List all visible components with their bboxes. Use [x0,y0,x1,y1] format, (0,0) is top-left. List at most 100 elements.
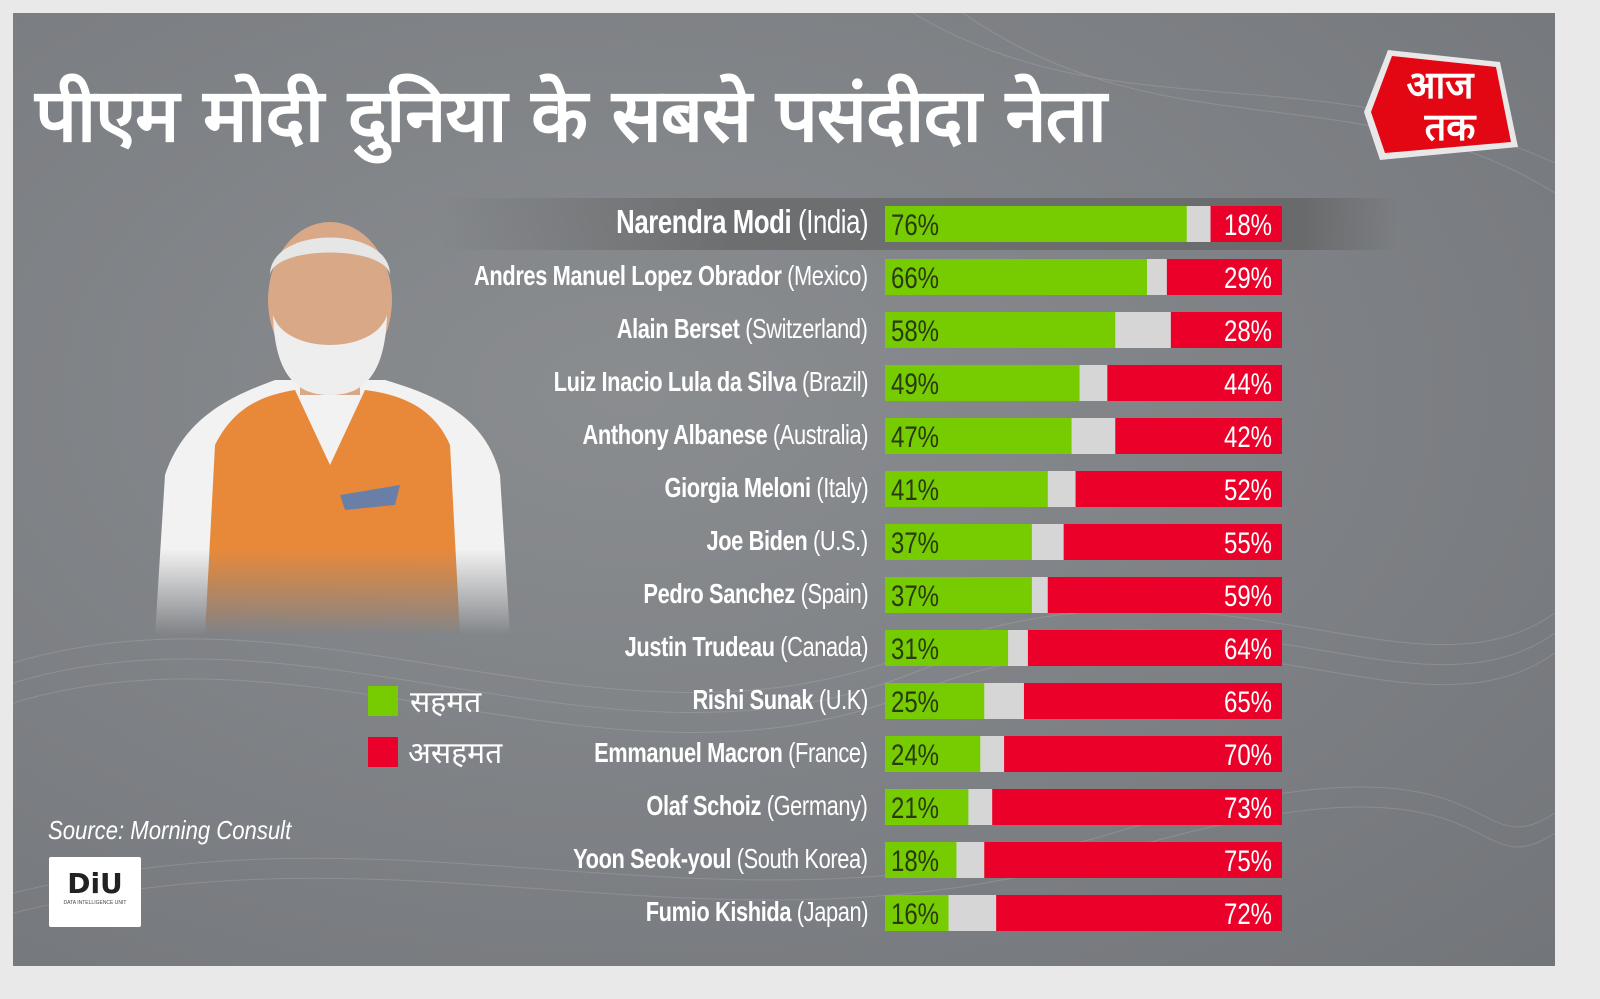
leader-name-text: Luiz Inacio Lula da Silva [553,366,802,397]
label-disagree: 59% [1224,578,1272,612]
leader-name-text: Giorgia Meloni [664,472,817,503]
logo-text-aaj: आज [1406,63,1475,107]
bar-agree [885,206,1187,242]
label-agree: 66% [891,260,939,294]
bar-disagree [1115,418,1282,454]
leader-name-text: Yoon Seok-youl [573,843,738,874]
bar-agree [885,842,957,878]
label-agree: 18% [891,843,939,877]
label-disagree: 64% [1224,631,1272,665]
bar-disagree [1210,206,1282,242]
leader-name: Rishi Sunak (U.K) [692,684,869,716]
legend-label-agree: सहमत [410,685,482,720]
bar-agree [885,418,1072,454]
leader-name: Pedro Sanchez (Spain) [643,578,868,610]
bar-agree [885,577,1032,613]
leader-country: (Spain) [800,578,868,609]
leader-name-text: Fumio Kishida [645,896,797,927]
bar-agree [885,259,1148,295]
label-disagree: 42% [1224,419,1272,453]
bar-disagree [1107,365,1282,401]
label-disagree: 52% [1224,472,1272,506]
leader-name: Justin Trudeau (Canada) [624,631,869,663]
leader-country: (Australia) [772,419,869,450]
leader-country: (Germany) [767,790,868,821]
aajtak-logo: आज तक [1364,50,1518,160]
leader-name: Anthony Albanese (Australia) [582,419,868,451]
bar-disagree [984,842,1282,878]
bar-agree [885,630,1009,666]
leader-country: (South Korea) [737,843,868,874]
leader-country: (France) [788,737,869,768]
label-disagree: 65% [1224,684,1272,718]
leader-name: Olaf Schoiz (Germany) [646,790,869,822]
leader-name-text: Emmanuel Macron [594,737,789,768]
bar-agree [885,365,1080,401]
leader-name: Giorgia Meloni (Italy) [664,472,868,504]
label-agree: 76% [891,207,939,241]
leader-country: (U.S.) [813,525,868,556]
label-disagree: 29% [1224,260,1272,294]
bar-agree [885,312,1116,348]
source-note: Source: Morning Consult [48,815,292,845]
leader-name: Narendra Modi (India) [615,203,869,241]
leader-name: Andres Manuel Lopez Obrador (Mexico) [474,260,868,292]
label-agree: 24% [891,737,939,771]
leader-country: (Switzerland) [745,313,869,344]
bar-disagree [1004,736,1282,772]
leader-name-text: Olaf Schoiz [646,790,768,821]
label-agree: 37% [891,525,939,559]
leader-name: Alain Berset (Switzerland) [617,313,868,345]
bar-disagree [1075,471,1282,507]
label-agree: 41% [891,472,939,506]
label-agree: 37% [891,578,939,612]
leader-name: Yoon Seok-youl (South Korea) [573,843,868,875]
label-agree: 21% [891,790,939,824]
leader-name-text: Rishi Sunak [692,684,819,715]
bar-disagree [1047,577,1282,613]
bar-agree [885,736,981,772]
leader-country: (U.K) [818,684,868,715]
label-disagree: 18% [1224,207,1272,241]
bar-agree [885,471,1048,507]
logo-text-tak: तक [1424,105,1478,149]
bar-agree [885,789,969,825]
leader-name-text: Pedro Sanchez [643,578,801,609]
label-agree: 49% [891,366,939,400]
bar-disagree [1166,259,1282,295]
leader-name: Joe Biden (U.S.) [707,525,869,557]
leader-name: Emmanuel Macron (France) [594,737,869,769]
bar-disagree [996,895,1282,931]
leader-photo [155,222,510,635]
label-disagree: 55% [1224,525,1272,559]
leader-name-text: Justin Trudeau [624,631,781,662]
page-title: पीएम मोदी दुनिया के सबसे पसंदीदा नेता [35,73,1107,159]
leader-name-text: Alain Berset [617,313,746,344]
leader-name-text: Anthony Albanese [582,419,773,450]
label-agree: 25% [891,684,939,718]
bar-agree [885,524,1032,560]
leader-country: (Japan) [796,896,869,927]
label-disagree: 72% [1224,896,1272,930]
bar-agree [885,895,949,931]
bar-agree [885,683,985,719]
leader-name-text: Narendra Modi [615,203,798,240]
label-disagree: 44% [1224,366,1272,400]
diu-logo: DiU DATA INTELLIGENCE UNIT [49,857,141,927]
legend-label-disagree: असहमत [408,736,503,771]
label-disagree: 70% [1224,737,1272,771]
diu-logo-text: DiU [67,867,123,900]
bar-disagree [1170,312,1282,348]
leader-country: (Canada) [780,631,868,662]
label-disagree: 28% [1224,313,1272,347]
label-disagree: 75% [1224,843,1272,877]
bar-disagree [1023,683,1282,719]
leader-name: Fumio Kishida (Japan) [645,896,869,928]
bar-disagree [1027,630,1282,666]
legend-swatch-disagree [368,737,398,767]
leader-country: (Italy) [816,472,868,503]
label-agree: 58% [891,313,939,347]
diu-logo-subtitle: DATA INTELLIGENCE UNIT [63,900,127,906]
bar-disagree [992,789,1282,825]
